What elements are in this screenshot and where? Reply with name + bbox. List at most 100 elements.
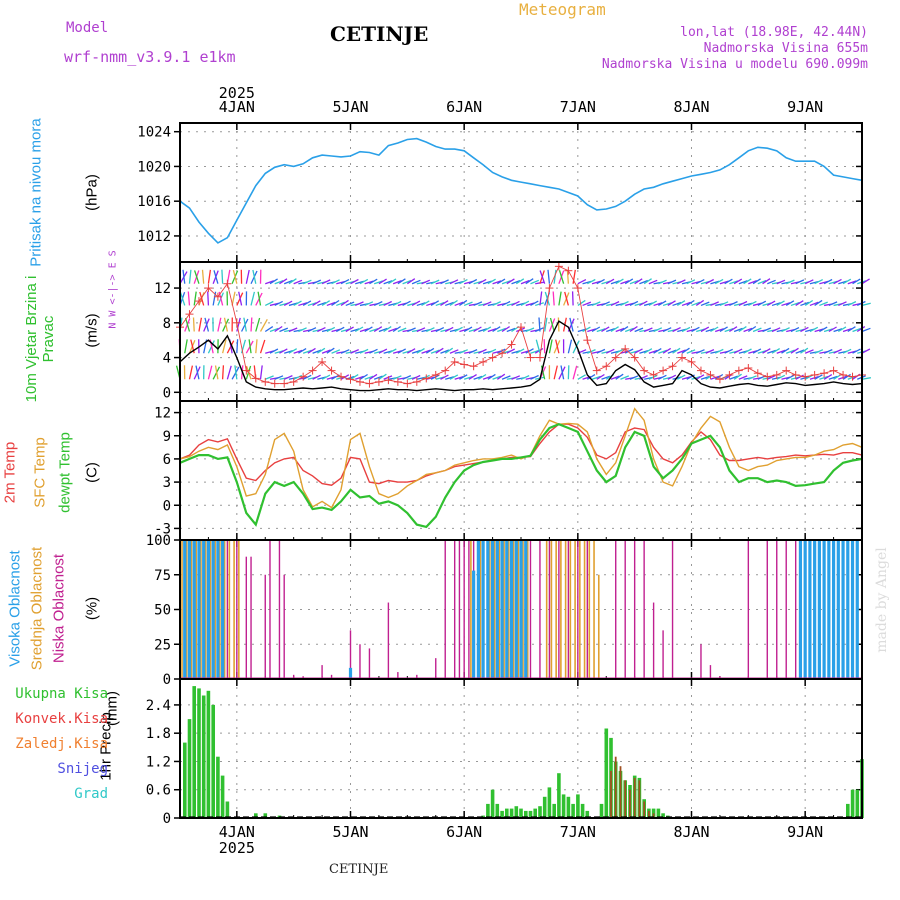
wind-arrow (482, 280, 492, 285)
wind-arrow (214, 365, 219, 380)
wind-arrow (648, 349, 658, 354)
wind-arrow (809, 326, 819, 333)
wind-arrow (430, 300, 440, 306)
precip-total-bar (604, 728, 609, 818)
wind-arrow (795, 349, 805, 354)
wind-arrow (700, 375, 710, 380)
wind-arrow (861, 278, 870, 285)
wind-arrow (195, 365, 200, 380)
wind-arrow (487, 327, 497, 333)
wind-arrow (331, 349, 341, 354)
wind-arrow (800, 347, 809, 354)
wind-arrow (435, 327, 445, 333)
temperature-tick-label: 9 (163, 429, 171, 445)
wind-arrow (620, 280, 630, 285)
wind-arrow (350, 349, 359, 354)
bottom-day-label: 9JAN (787, 823, 823, 841)
wind-arrow (359, 373, 368, 380)
wind-arrow (369, 348, 378, 354)
wind-arrow (350, 374, 359, 380)
wind-arrow (255, 339, 258, 354)
wind-arrow (269, 327, 279, 333)
wind-arrow (326, 347, 335, 354)
wind-arrow (264, 300, 274, 307)
wind-arrow (729, 301, 738, 307)
cloud-unit-label: (%) (83, 596, 101, 621)
wind-arrow (501, 375, 511, 380)
wind-arrow (695, 299, 705, 306)
wind-arrow (757, 300, 767, 307)
wind-arrow (629, 375, 639, 380)
wind-arrow (298, 302, 308, 307)
chart-title: CETINJE (330, 22, 429, 46)
wind-arrow (733, 278, 743, 285)
wind-arrow (738, 300, 748, 307)
wind-arrow (634, 327, 644, 333)
wind-arrow (388, 327, 398, 333)
precip-total-bar (495, 803, 500, 818)
wind-arrow (819, 326, 828, 333)
model-label: Model (66, 20, 109, 36)
wind-arrow (757, 279, 767, 285)
wind-arrow (586, 374, 596, 380)
wind-arrow (530, 349, 540, 354)
wind-arrow (634, 278, 643, 285)
wind-arrow (566, 269, 570, 284)
wind-arrow (378, 327, 388, 333)
wind-arrow (511, 375, 521, 380)
wind-arrow (243, 317, 247, 332)
wind-arrow (553, 269, 557, 284)
wind-arrow (204, 317, 210, 332)
wind-arrow (274, 300, 283, 307)
wind-arrow (624, 278, 634, 285)
wind-arrow (482, 375, 492, 380)
wind-arrow (492, 280, 502, 285)
precip-total-bar (481, 815, 485, 818)
wind-arrow (392, 300, 402, 307)
precip-total-bar (585, 810, 590, 818)
wind-arrow (525, 278, 534, 285)
wind-arrow (847, 280, 857, 285)
wind-arrow (392, 375, 402, 380)
wind-arrow (430, 374, 440, 380)
meteogram-label: Meteogram (519, 0, 606, 19)
wind-arrow (478, 373, 487, 380)
wind-arrow (667, 300, 676, 306)
bottom-year-label: 2025 (219, 839, 255, 857)
wind-arrow (288, 348, 298, 354)
wind-arrow (757, 349, 767, 354)
precip-convective-bar (624, 780, 627, 818)
wind-arrow (833, 328, 843, 333)
wind-arrow (800, 301, 810, 307)
wind-arrow (672, 347, 681, 354)
wind-arrow (293, 374, 303, 380)
wind-arrow (497, 327, 507, 333)
wind-arrow (345, 301, 355, 307)
wind-arrow (591, 326, 601, 333)
wind-arrow (564, 291, 569, 306)
wind-arrow (265, 375, 274, 380)
wind-arrow (676, 374, 686, 380)
wind-arrow (847, 326, 856, 333)
wind-arrow (629, 279, 639, 285)
wind-arrow (511, 300, 520, 307)
wind-arrow (842, 278, 852, 285)
wind-arrow (435, 301, 445, 307)
wind-arrow (298, 327, 307, 333)
wind-arrow (179, 291, 186, 306)
wind-arrow (686, 279, 696, 285)
precip-total-bar (524, 810, 528, 818)
wind-arrow (814, 279, 823, 285)
wind-arrow (710, 280, 720, 285)
wind-arrow (515, 278, 525, 285)
precip-total-bar (547, 787, 552, 818)
wind-arrow (269, 348, 279, 354)
wind-arrow (596, 348, 606, 354)
wind-arrow (814, 299, 823, 306)
top-day-label: 7JAN (560, 98, 596, 116)
wind-arrow (207, 269, 212, 284)
wind-arrow (790, 301, 800, 307)
wind-arrow (440, 300, 449, 306)
wind-arrow (733, 348, 743, 354)
wind-arrow (449, 374, 459, 380)
